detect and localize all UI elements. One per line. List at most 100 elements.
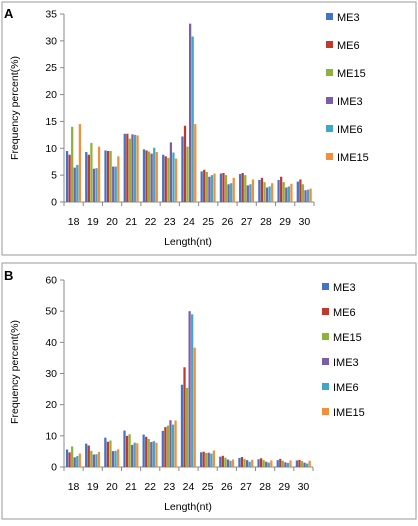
bar-a-me15-19 (90, 142, 93, 202)
bar-a-ime6-26 (230, 183, 233, 202)
bar-a-me15-28 (263, 182, 266, 202)
bar-a-me3-19 (85, 152, 88, 202)
legend-label-me15: ME15 (337, 68, 366, 80)
bar-b-me15-24 (185, 387, 189, 467)
chart-a-y-title: Frequency percent(%) (9, 56, 21, 160)
legend-swatch-ime15 (322, 408, 329, 415)
bar-b-ime6-18 (76, 456, 79, 467)
legend-label-me3: ME3 (333, 282, 356, 294)
bar-b-me3-18 (65, 449, 69, 467)
bar-a-me6-25 (203, 169, 206, 202)
chart-a-y-tick-label: 10 (45, 143, 57, 155)
bar-a-ime3-19 (92, 168, 96, 202)
bar-a-ime3-27 (246, 185, 249, 202)
bar-b-me6-23 (164, 427, 167, 467)
bar-a-ime6-25 (210, 175, 214, 202)
bar-b-ime15-19 (97, 452, 101, 467)
bar-b-ime6-22 (152, 441, 155, 467)
bar-a-me15-21 (128, 138, 131, 202)
bar-b-me15-18 (71, 446, 74, 467)
bar-a-me15-30 (301, 184, 305, 202)
panel-b-letter: B (4, 268, 13, 283)
bar-b-ime15-30 (308, 460, 311, 467)
bar-b-ime15-20 (116, 449, 120, 467)
bar-b-ime15-23 (174, 420, 177, 467)
bar-a-ime15-26 (232, 177, 235, 202)
bar-a-ime3-29 (285, 187, 288, 202)
legend-swatch-me6 (326, 41, 333, 48)
bar-b-me3-19 (85, 443, 88, 468)
legend-label-ime3: IME3 (333, 357, 359, 369)
bar-a-me15-24 (186, 146, 189, 202)
bar-a-ime3-22 (150, 153, 153, 202)
bar-b-me15-23 (166, 425, 170, 467)
legend-swatch-ime6 (322, 383, 329, 390)
bar-a-me15-22 (147, 151, 151, 202)
bar-b-ime15-24 (193, 347, 196, 467)
chart-b-x-tick-label: 19 (87, 481, 99, 493)
bar-a-me6-20 (106, 150, 110, 202)
bar-a-me3-22 (142, 149, 146, 202)
bar-b-ime3-26 (226, 459, 230, 467)
bar-b-ime15-26 (231, 459, 235, 467)
bar-a-ime6-21 (133, 134, 137, 202)
chart-b-y-tick-label: 40 (45, 337, 57, 349)
bar-a-me15-18 (71, 126, 74, 202)
bar-a-me6-21 (126, 133, 129, 202)
bar-b-me3-26 (219, 456, 222, 467)
bar-b-ime15-21 (136, 443, 139, 467)
bar-a-me15-26 (224, 175, 228, 202)
bar-b-me3-22 (142, 434, 145, 467)
bar-a-ime15-27 (251, 179, 255, 202)
bar-b-ime6-30 (305, 463, 309, 467)
bar-b-me6-24 (183, 367, 186, 467)
bar-a-me6-30 (299, 179, 302, 202)
bar-a-ime15-20 (117, 156, 120, 202)
bar-b-me6-20 (106, 441, 110, 467)
bar-b-me3-25 (199, 452, 203, 467)
legend-label-me6: ME6 (337, 40, 360, 52)
chart-a-x-tick-label: 24 (183, 216, 195, 228)
bar-b-me15-20 (109, 440, 112, 467)
bar-a-ime6-29 (287, 186, 290, 202)
bar-b-me15-19 (90, 450, 93, 467)
bar-a-me3-21 (123, 133, 126, 202)
chart-a-x-tick-label: 25 (202, 216, 214, 228)
bar-a-me6-26 (222, 172, 225, 202)
chart-a-y-tick-label: 20 (45, 89, 57, 101)
bar-a-ime6-23 (172, 152, 175, 202)
chart-b: Length(nt) Frequency percent(%) 0 10 20 30 4… (9, 275, 365, 514)
bar-b-ime3-28 (265, 461, 268, 467)
bar-a-ime6-18 (76, 164, 79, 202)
chart-b-y-title: Frequency percent(%) (9, 320, 21, 424)
bar-b-me6-22 (145, 436, 148, 467)
bar-b-me15-21 (128, 434, 131, 467)
legend-label-ime6: IME6 (337, 124, 363, 136)
bar-b-ime6-29 (286, 462, 290, 467)
chart-b-x-tick-label: 22 (144, 481, 156, 493)
bar-a-me3-28 (258, 179, 261, 202)
bar-b-me6-28 (260, 458, 263, 467)
bar-b-ime3-20 (111, 451, 115, 467)
chart-b-y-tick-label: 0 (51, 462, 57, 474)
bar-b-ime15-29 (289, 460, 292, 467)
bar-a-ime3-20 (112, 166, 115, 202)
legend-swatch-me6 (322, 308, 329, 315)
bar-a-ime3-25 (208, 176, 211, 202)
bar-a-ime3-18 (73, 167, 76, 202)
bar-b-ime6-26 (229, 460, 232, 467)
bar-b-ime3-30 (303, 462, 306, 467)
bar-a-ime15-23 (174, 158, 178, 202)
legend-swatch-ime6 (326, 125, 333, 132)
bar-a-me3-25 (200, 171, 203, 202)
bar-b-me6-26 (221, 455, 224, 467)
bar-a-ime3-23 (169, 142, 173, 202)
bar-b-me15-27 (243, 458, 246, 467)
bar-a-me15-23 (167, 157, 170, 202)
chart-b-x-tick-label: 29 (278, 481, 290, 493)
legend-label-ime15: IME15 (337, 152, 369, 164)
chart-a-x-tick-label: 18 (68, 216, 80, 228)
bar-b-me15-29 (281, 460, 284, 467)
bar-b-ime6-27 (248, 461, 251, 467)
bar-a-ime6-28 (268, 186, 271, 202)
